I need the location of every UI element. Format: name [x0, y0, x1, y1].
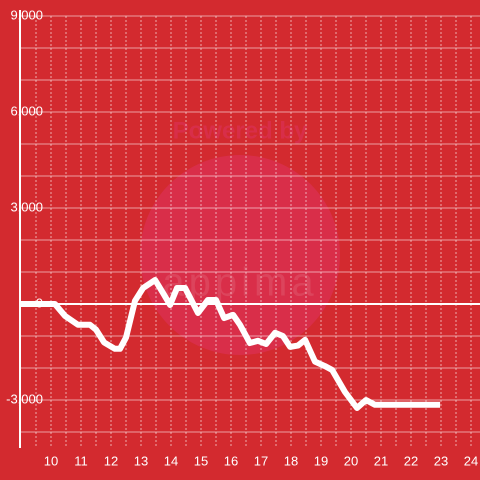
data-line — [21, 277, 441, 411]
x-tick-label: 10 — [44, 453, 58, 468]
x-tick-label: 11 — [74, 453, 88, 468]
x-tick-label: 22 — [404, 453, 418, 468]
x-tick-label: 17 — [254, 453, 268, 468]
x-tick-label: 21 — [374, 453, 388, 468]
x-tick-label: 13 — [134, 453, 148, 468]
x-tick-label: 12 — [104, 453, 118, 468]
y-tick-label: 9,000 — [10, 7, 43, 22]
x-tick-label: 20 — [344, 453, 358, 468]
x-tick-label: 16 — [224, 453, 238, 468]
y-tick-label: 6,000 — [10, 103, 43, 118]
y-tick-label: -3,000 — [6, 391, 43, 406]
y-tick-label: 3,000 — [10, 199, 43, 214]
x-tick-label: 24 — [464, 453, 478, 468]
x-tick-label: 15 — [194, 453, 208, 468]
x-tick-label: 23 — [434, 453, 448, 468]
x-tick-label: 19 — [314, 453, 328, 468]
x-tick-label: 18 — [284, 453, 298, 468]
x-tick-label: 14 — [164, 453, 178, 468]
watermark-text: Powered by — [173, 117, 308, 144]
